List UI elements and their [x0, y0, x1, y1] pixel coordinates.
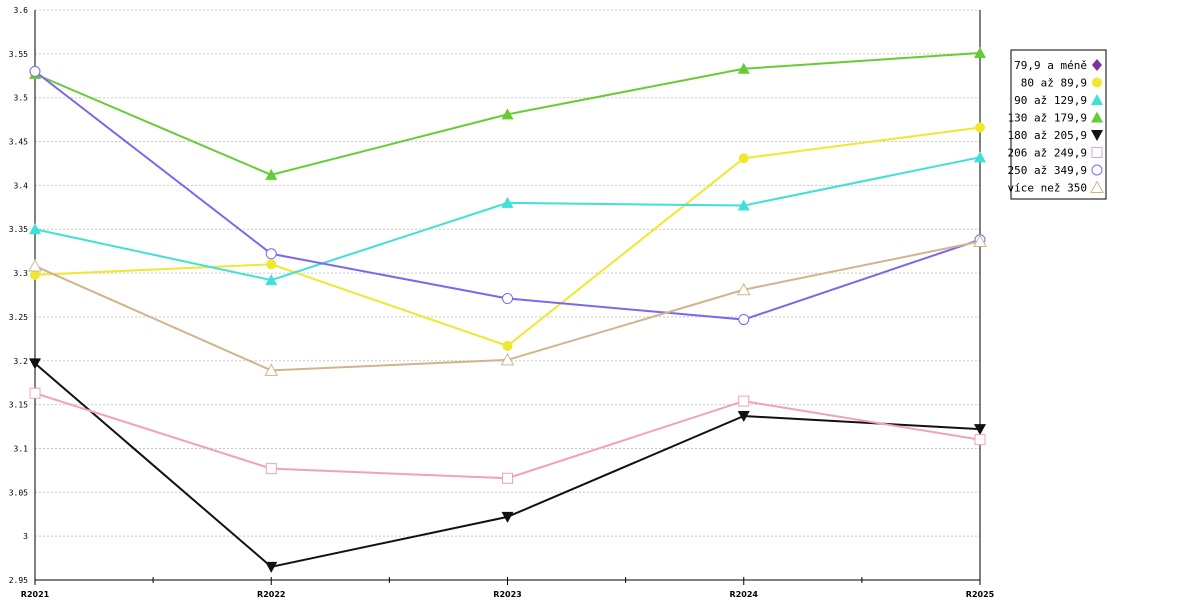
legend-label: 90 až 129,9 — [1014, 94, 1087, 107]
series-line — [34, 240, 981, 372]
x-tick-label: R2021 — [21, 590, 50, 599]
data-point — [265, 248, 277, 260]
data-point — [501, 108, 514, 120]
legend-marker — [1091, 147, 1103, 158]
data-point — [975, 122, 985, 133]
legend-marker — [1091, 164, 1103, 176]
series-7 — [28, 234, 987, 376]
series-lines — [28, 46, 987, 573]
y-tick-label: 3.25 — [9, 313, 28, 322]
data-point — [266, 259, 277, 270]
data-point — [737, 62, 750, 74]
data-point — [974, 434, 986, 446]
data-point — [737, 411, 750, 423]
data-point — [500, 352, 515, 366]
series-line — [34, 156, 981, 282]
legend-marker — [1092, 77, 1102, 88]
legend-label: 206 až 249,9 — [1008, 147, 1087, 160]
data-point — [28, 259, 42, 272]
x-tick-label: R2024 — [730, 590, 759, 599]
axes — [34, 10, 981, 585]
y-tick-label: 3.2 — [14, 357, 29, 366]
legend-marker — [1091, 111, 1103, 123]
legend-label: více než 350 — [1008, 182, 1087, 195]
series-line — [34, 126, 981, 347]
data-point — [29, 223, 41, 235]
y-tick-label: 3.4 — [14, 181, 29, 190]
legend-marker — [1092, 59, 1102, 71]
data-point — [738, 314, 750, 326]
data-point — [974, 424, 986, 436]
data-point — [738, 153, 749, 164]
data-point — [264, 363, 279, 376]
y-tick-label: 3.3 — [14, 269, 29, 278]
data-point — [265, 274, 278, 286]
data-point — [29, 387, 41, 399]
y-tick-label: 3.6 — [14, 6, 29, 15]
y-tick-label: 3.5 — [14, 94, 29, 103]
data-point — [738, 395, 750, 407]
legend: 79,9 a méně 80 až 89,9 90 až 129,9 130 až 1… — [1008, 49, 1107, 200]
y-tick-label: 3.55 — [9, 50, 28, 59]
legend-label: 79,9 a méně — [1014, 59, 1087, 72]
data-point — [502, 472, 513, 484]
legend-marker — [1091, 130, 1103, 141]
y-tick-label: 3.05 — [9, 488, 28, 497]
y-tick-label: 3.1 — [14, 444, 29, 453]
data-point — [501, 196, 514, 208]
data-point — [974, 46, 986, 58]
series-2 — [29, 151, 986, 286]
data-point — [29, 65, 41, 77]
legend-marker — [1090, 180, 1104, 193]
x-tick-label: R2023 — [493, 590, 521, 599]
legend-marker — [1091, 94, 1103, 105]
y-tick-label: 3.15 — [9, 401, 28, 410]
data-point — [736, 282, 751, 296]
y-tick-label: 3 — [23, 532, 28, 541]
data-point — [265, 463, 277, 475]
data-point — [29, 358, 41, 370]
legend-label: 80 až 89,9 — [1021, 77, 1087, 90]
data-point — [737, 199, 750, 211]
y-tick-label: 2.95 — [9, 576, 28, 585]
series-1 — [30, 122, 985, 351]
legend-box — [1010, 49, 1107, 200]
data-point — [973, 234, 987, 248]
data-point — [974, 151, 986, 163]
legend-label: 180 až 205,9 — [1008, 129, 1087, 142]
grid — [35, 9, 980, 537]
y-tick-label: 3.35 — [9, 225, 28, 234]
series-4 — [29, 358, 986, 573]
data-point — [502, 293, 513, 305]
series-6 — [29, 65, 986, 326]
y-tick-label: 3.45 — [9, 138, 28, 147]
legend-label: 130 až 179,9 — [1008, 112, 1087, 125]
data-point — [501, 511, 514, 523]
data-point — [265, 561, 278, 573]
x-tick-label: R2022 — [257, 590, 285, 599]
x-tick-label: R2025 — [966, 590, 995, 599]
data-point — [265, 168, 278, 180]
series-5 — [29, 387, 986, 484]
series-3 — [29, 46, 986, 180]
series-line — [34, 392, 981, 480]
x-tick-labels: R2021 R2022 R2023 R2024 R2025 — [21, 590, 995, 599]
y-tick-labels: 2.95 3 3.05 3.1 3.15 3.2 3.25 3.3 3.35 3.4 3.45 3.5… — [9, 6, 28, 585]
legend-label: 250 až 349,9 — [1008, 164, 1087, 177]
data-point — [30, 269, 40, 280]
data-point — [502, 340, 513, 351]
